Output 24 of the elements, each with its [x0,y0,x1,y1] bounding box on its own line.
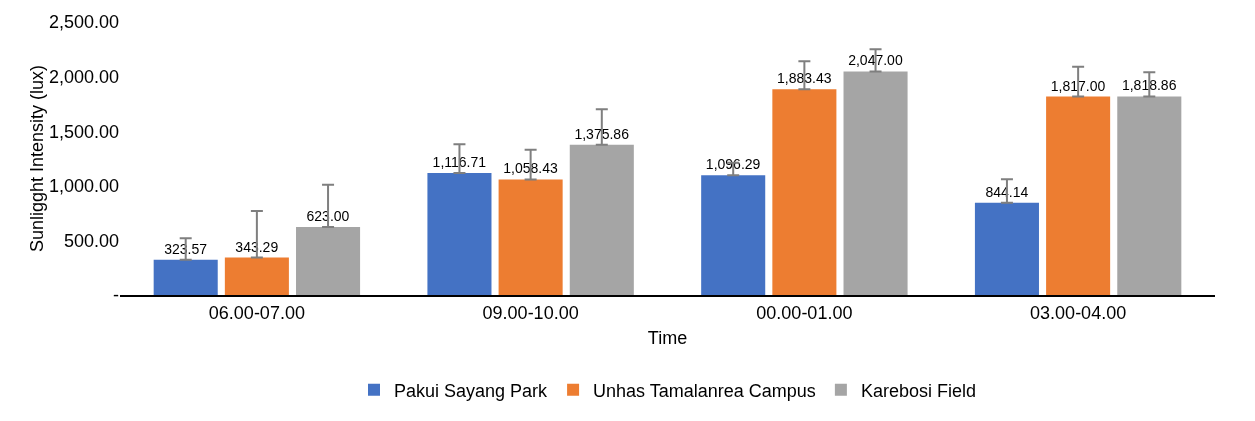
y-tick-label: 1,000.00 [48,176,119,197]
x-tick-label: 00.00-01.00 [756,302,853,323]
data-label: 1,818.86 [1121,77,1177,94]
y-tick-label: 1,500.00 [48,121,119,142]
x-axis-title: Time [647,328,688,349]
data-label: 1,116.71 [432,154,487,171]
y-tick-label: 500.00 [63,230,119,251]
y-tick-label: - [113,285,119,306]
data-label: 1,817.00 [1050,77,1106,94]
x-tick-label: 06.00-07.00 [208,302,305,323]
data-label: 1,375.86 [574,125,630,142]
legend-label: Unhas Tamalanrea Campus [593,380,816,401]
y-tick-label: 2,000.00 [48,66,119,87]
legend-label: Karebosi Field [860,380,976,401]
x-tick-label: 03.00-04.00 [1030,302,1127,323]
data-label: 1,096.29 [705,156,761,173]
y-tick-label: 2,500.00 [48,12,119,33]
data-label: 623.00 [306,207,350,224]
data-label: 1,883.43 [777,70,832,87]
data-label: 1,058.43 [503,160,558,177]
data-label: 2,047.00 [848,52,903,69]
legend-label: Pakui Sayang Park [394,380,549,401]
y-axis-title: Sunligght Intensity (lux) [26,64,47,253]
x-tick-label: 09.00-10.00 [482,302,579,323]
